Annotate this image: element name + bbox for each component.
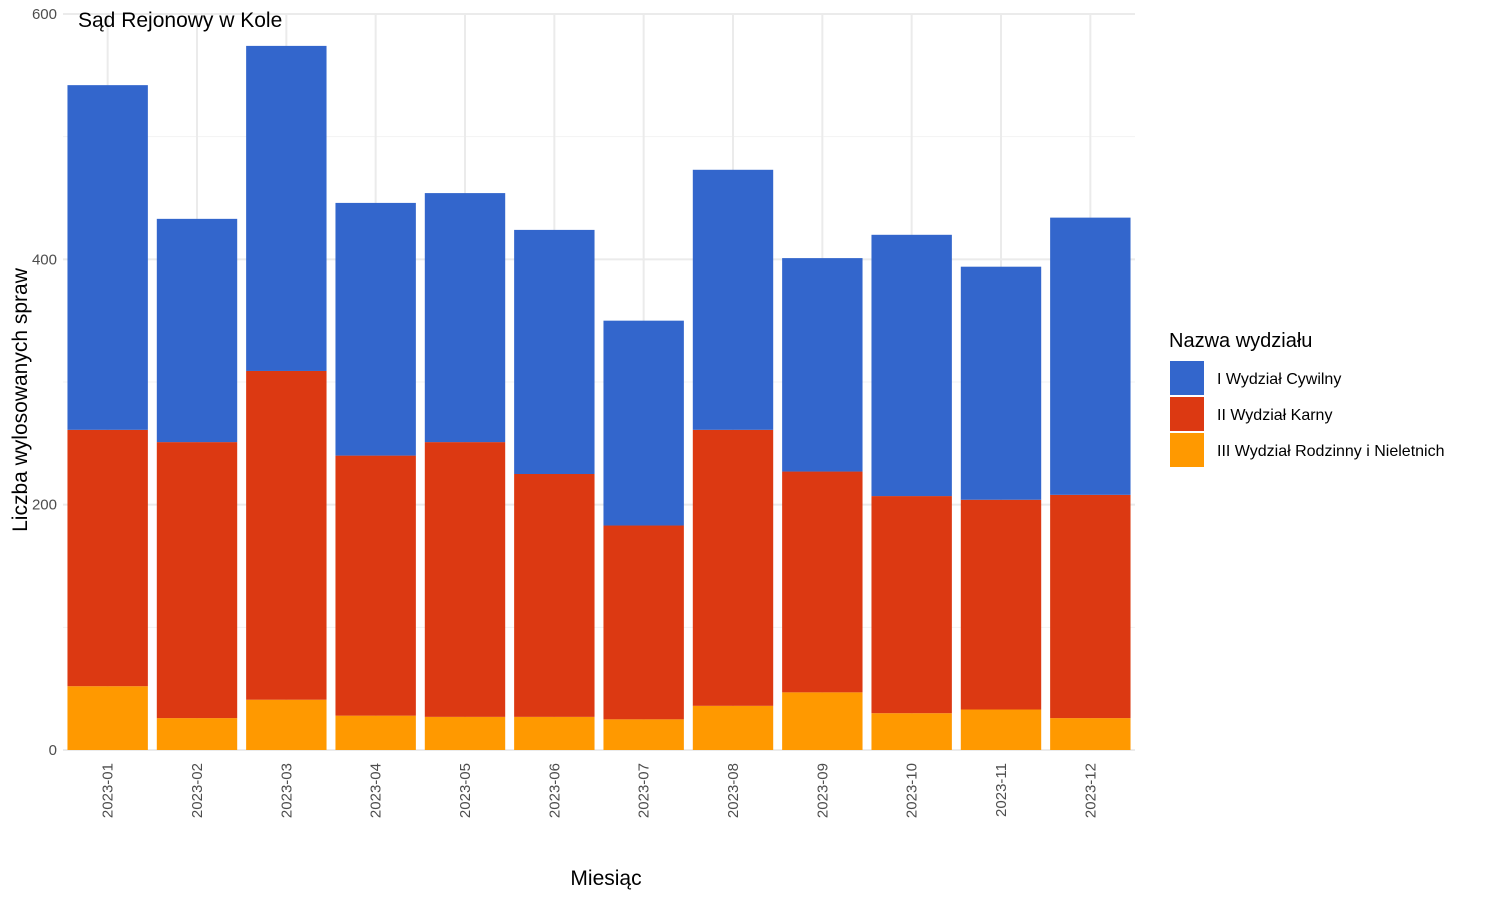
legend-title: Nazwa wydziału bbox=[1169, 330, 1312, 352]
legend-swatch bbox=[1170, 361, 1204, 395]
bar-segment bbox=[603, 719, 684, 750]
legend-label: II Wydział Karny bbox=[1217, 407, 1332, 424]
y-tick-label: 200 bbox=[32, 497, 57, 514]
bar-segment bbox=[692, 705, 774, 750]
bar-segment bbox=[67, 686, 148, 750]
bar-segment bbox=[246, 699, 327, 750]
bar-segment bbox=[335, 202, 416, 456]
x-tick-label: 2023-07 bbox=[636, 763, 653, 818]
bar-segment bbox=[603, 320, 684, 526]
bar-segment bbox=[692, 169, 774, 430]
x-tick-label: 2023-08 bbox=[725, 763, 742, 818]
bar-segment bbox=[246, 45, 327, 371]
bar-segment bbox=[514, 716, 595, 750]
y-tick-label: 0 bbox=[49, 742, 57, 759]
x-tick-label: 2023-06 bbox=[546, 763, 563, 818]
bar-segment bbox=[782, 471, 863, 693]
bar-segment bbox=[514, 474, 595, 717]
bar-segment bbox=[424, 716, 506, 750]
y-tick-label: 600 bbox=[32, 6, 57, 23]
bars bbox=[67, 45, 1131, 750]
y-axis-title: Liczba wylosowanych spraw bbox=[9, 267, 32, 532]
bar-segment bbox=[67, 429, 148, 687]
x-tick-label: 2023-11 bbox=[993, 763, 1010, 817]
bar-segment bbox=[246, 370, 327, 700]
bar-segment bbox=[156, 218, 238, 443]
bar-segment bbox=[335, 455, 416, 716]
bar-segment bbox=[603, 525, 684, 720]
bar-segment bbox=[1050, 217, 1131, 495]
bar-segment bbox=[871, 496, 952, 714]
chart-title: Sąd Rejonowy w Kole bbox=[78, 9, 282, 32]
bar-segment bbox=[960, 499, 1042, 710]
legend: Nazwa wydziału I Wydział Cywilny II Wydzi… bbox=[1169, 330, 1445, 467]
legend-label: III Wydział Rodzinny i Nieletnich bbox=[1217, 443, 1445, 460]
bar-segment bbox=[871, 234, 952, 497]
x-axis-ticks: 2023-01 2023-02 2023-03 2023-04 2023-05 2023-… bbox=[100, 763, 1100, 818]
bar-segment bbox=[156, 718, 238, 750]
bar-segment bbox=[67, 85, 148, 430]
y-axis-ticks: 0 200 400 600 bbox=[32, 6, 57, 759]
bar-segment bbox=[1050, 718, 1131, 750]
bar-segment bbox=[960, 709, 1042, 750]
legend-items: I Wydział Cywilny II Wydział Karny III Wyd… bbox=[1170, 361, 1445, 467]
legend-swatch bbox=[1170, 433, 1204, 467]
x-tick-label: 2023-10 bbox=[904, 763, 921, 818]
x-tick-label: 2023-01 bbox=[100, 763, 117, 818]
bar-segment bbox=[335, 715, 416, 750]
x-tick-label: 2023-05 bbox=[457, 763, 474, 818]
x-tick-label: 2023-02 bbox=[189, 763, 206, 818]
bar-segment bbox=[782, 258, 863, 472]
bar-segment bbox=[782, 692, 863, 750]
x-tick-label: 2023-09 bbox=[814, 763, 831, 818]
bar-segment bbox=[871, 713, 952, 750]
legend-label: I Wydział Cywilny bbox=[1217, 371, 1341, 388]
x-tick-label: 2023-12 bbox=[1082, 763, 1099, 818]
bar-segment bbox=[692, 429, 774, 706]
x-axis-title: Miesiąc bbox=[570, 867, 641, 890]
bar-segment bbox=[156, 442, 238, 719]
x-tick-label: 2023-04 bbox=[368, 763, 385, 818]
bar-segment bbox=[960, 266, 1042, 500]
y-tick-label: 400 bbox=[32, 251, 57, 268]
bar-segment bbox=[514, 229, 595, 474]
x-tick-label: 2023-03 bbox=[278, 763, 295, 818]
legend-swatch bbox=[1170, 397, 1204, 431]
bar-segment bbox=[424, 193, 506, 443]
bar-segment bbox=[424, 442, 506, 717]
bar-segment bbox=[1050, 494, 1131, 719]
